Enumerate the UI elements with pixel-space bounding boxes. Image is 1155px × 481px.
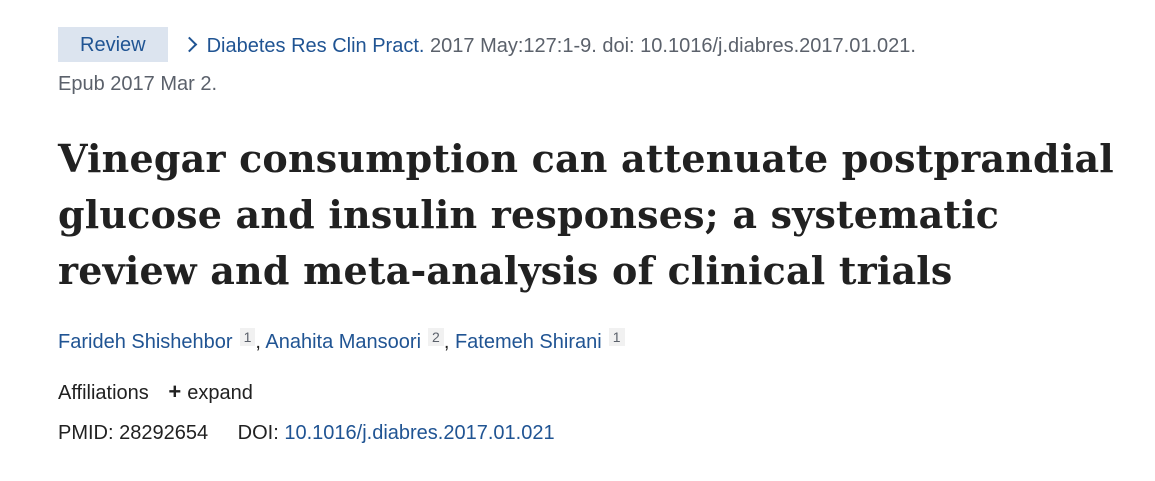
expand-affiliations-button[interactable]: + expand	[168, 377, 252, 408]
author-link[interactable]: Anahita Mansoori	[265, 331, 422, 353]
affiliation-number[interactable]: 2	[428, 328, 444, 346]
authors-list: Farideh Shishehbor 1, Anahita Mansoori 2, …	[58, 327, 1118, 357]
pmid-label: PMID:	[58, 422, 114, 444]
author-link[interactable]: Farideh Shishehbor	[58, 331, 233, 353]
affiliation-number[interactable]: 1	[239, 328, 256, 346]
citation-details: 2017 May:127:1-9. doi: 10.1016/j.diabres…	[430, 35, 916, 57]
article-header: Review Diabetes Res Clin Pract. 2017 May:…	[58, 27, 1118, 448]
affiliation-number[interactable]: 1	[608, 328, 625, 346]
journal-link[interactable]: Diabetes Res Clin Pract.	[206, 35, 425, 57]
publication-type-badge[interactable]: Review	[58, 27, 168, 62]
expand-label: expand	[187, 382, 253, 404]
citation-epub: Epub 2017 Mar 2.	[58, 73, 217, 95]
article-title: Vinegar consumption can attenuate postpr…	[58, 136, 1114, 293]
affiliations-label: Affiliations	[58, 382, 149, 404]
citation: Review Diabetes Res Clin Pract. 2017 May:…	[58, 27, 1118, 103]
affiliations-row: Affiliations + expand	[58, 377, 1118, 408]
author-separator: ,	[255, 331, 266, 353]
author-separator: ,	[443, 331, 455, 353]
pmid-value: 28292654	[119, 422, 209, 444]
chevron-right-icon	[181, 36, 197, 53]
doi-link[interactable]: 10.1016/j.diabres.2017.01.021	[284, 422, 555, 444]
author-link[interactable]: Fatemeh Shirani	[454, 331, 602, 353]
identifiers-row: PMID: 28292654 DOI: 10.1016/j.diabres.20…	[58, 418, 1118, 448]
plus-icon: +	[168, 379, 182, 404]
doi-label: DOI:	[237, 422, 279, 444]
